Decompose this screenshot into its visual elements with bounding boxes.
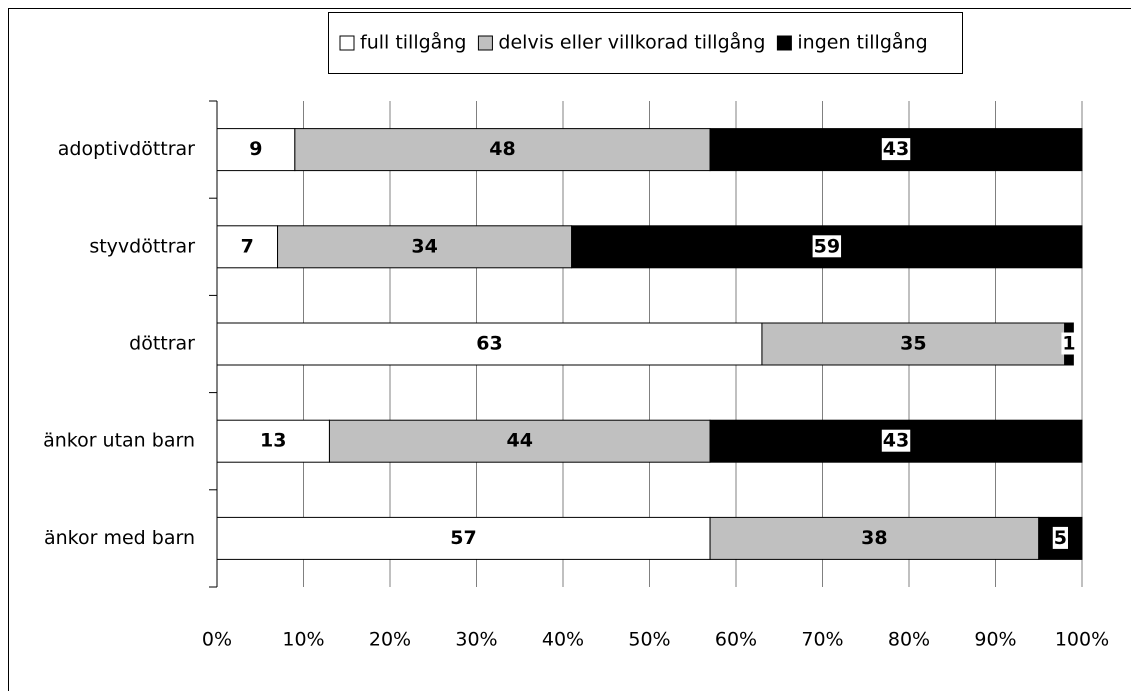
x-tick-label: 60% bbox=[715, 629, 757, 651]
y-tick-label: adoptivdöttrar bbox=[58, 138, 195, 160]
bar-segment bbox=[328, 419, 711, 463]
data-label: 7 bbox=[241, 235, 254, 257]
x-tick-label: 80% bbox=[888, 629, 930, 651]
bar-segment bbox=[277, 225, 573, 269]
data-label-bg bbox=[812, 235, 842, 258]
chart-border bbox=[8, 8, 1131, 691]
data-label-bg bbox=[881, 138, 911, 161]
bar-segment bbox=[216, 419, 330, 463]
legend-swatch bbox=[477, 35, 493, 51]
data-label: 59 bbox=[814, 235, 840, 257]
data-label: 13 bbox=[260, 430, 286, 452]
bar-segment bbox=[709, 516, 1040, 560]
x-tick-label: 90% bbox=[974, 629, 1016, 651]
legend-label: delvis eller villkorad tillgång bbox=[498, 31, 765, 54]
y-tick-label: änkor med barn bbox=[44, 527, 195, 549]
bar-segment bbox=[216, 516, 711, 560]
data-label: 43 bbox=[883, 430, 909, 452]
data-label: 38 bbox=[861, 527, 887, 549]
legend-label: full tillgång bbox=[360, 31, 466, 54]
x-tick-label: 40% bbox=[542, 629, 584, 651]
bar-segment bbox=[216, 322, 763, 366]
data-label: 48 bbox=[489, 138, 515, 160]
bar-segment bbox=[216, 225, 279, 269]
data-label: 1 bbox=[1062, 333, 1075, 355]
bar-segment bbox=[761, 322, 1066, 366]
data-label-bg bbox=[881, 429, 911, 452]
x-tick-label: 20% bbox=[369, 629, 411, 651]
y-tick-label: styvdöttrar bbox=[89, 235, 195, 257]
y-tick-label: änkor utan barn bbox=[43, 430, 195, 452]
data-label: 5 bbox=[1054, 527, 1067, 549]
data-label: 63 bbox=[476, 333, 502, 355]
x-tick-label: 30% bbox=[455, 629, 497, 651]
legend-swatch bbox=[339, 35, 355, 51]
x-tick-label: 70% bbox=[801, 629, 843, 651]
data-label: 9 bbox=[249, 138, 262, 160]
legend: full tillgång delvis eller villkorad till… bbox=[328, 12, 963, 74]
data-label: 44 bbox=[507, 430, 533, 452]
data-label-bg bbox=[1052, 526, 1068, 549]
data-label: 43 bbox=[883, 138, 909, 160]
x-tick-label: 100% bbox=[1055, 629, 1109, 651]
x-tick-label: 10% bbox=[282, 629, 324, 651]
bar-segment bbox=[216, 128, 296, 172]
legend-swatch bbox=[776, 35, 792, 51]
x-tick-label: 50% bbox=[628, 629, 670, 651]
y-tick-label: döttrar bbox=[129, 333, 195, 355]
legend-label: ingen tillgång bbox=[797, 31, 927, 54]
data-label: 35 bbox=[900, 333, 926, 355]
bar-segment bbox=[294, 128, 711, 172]
x-tick-label: 0% bbox=[202, 629, 232, 651]
data-label: 57 bbox=[450, 527, 476, 549]
data-label: 34 bbox=[411, 235, 437, 257]
legend-box bbox=[328, 12, 963, 74]
data-label-bg bbox=[1061, 332, 1077, 355]
